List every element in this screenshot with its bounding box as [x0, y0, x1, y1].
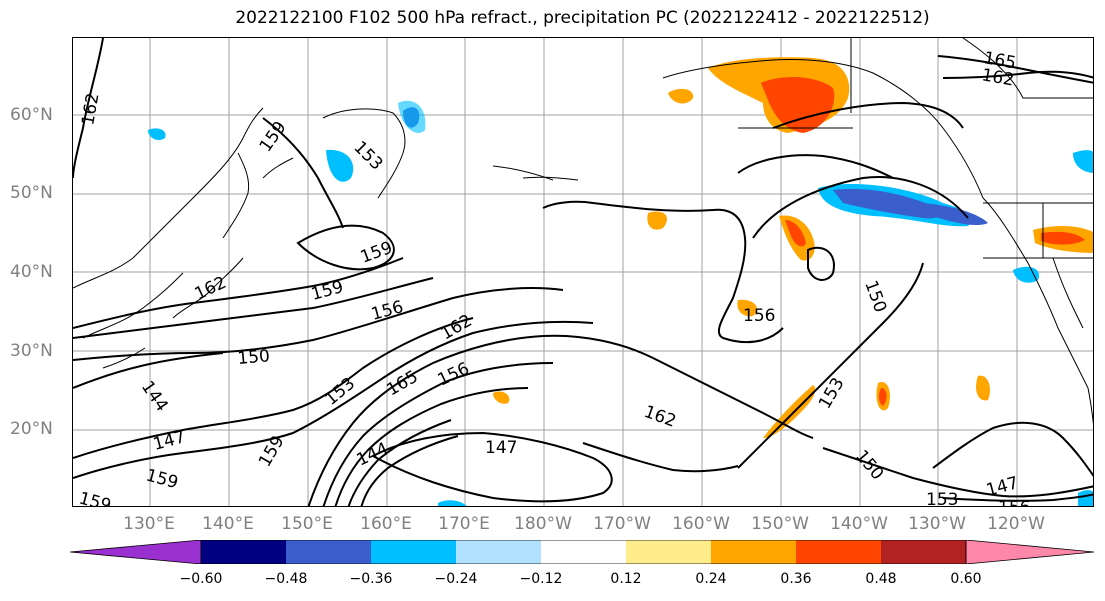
colorbar-segment	[796, 540, 881, 564]
colorbar-segment	[626, 540, 711, 564]
contour-label: 153	[321, 374, 359, 410]
lat-label-40n: 40°N	[10, 262, 53, 282]
lon-label-150w: 150°W	[751, 514, 809, 534]
lon-label-130e: 130°E	[123, 514, 175, 534]
colorbar-tick-label: −0.36	[349, 571, 393, 587]
lon-label-180w: 180°W	[514, 514, 572, 534]
colorbar-tick-label: −0.60	[179, 571, 223, 587]
contour-label: 162	[78, 91, 103, 126]
contour-label: 159	[77, 489, 114, 507]
colorbar-segment	[201, 540, 286, 564]
colorbar	[70, 540, 1095, 564]
coastlines	[73, 38, 1093, 425]
lon-label-160e: 160°E	[360, 514, 412, 534]
colorbar-segment	[541, 540, 626, 564]
colorbar-tick-label: 0.48	[865, 571, 897, 587]
map-canvas: 165 162 162 159 153 159 162 159 156 162 …	[73, 38, 1093, 507]
contour-label-group: 165 162 162 159 153 159 162 159 156 162 …	[77, 48, 1031, 507]
lat-label-20n: 20°N	[10, 419, 53, 439]
contour-label: 147	[485, 438, 517, 458]
contour-label: 156	[435, 359, 473, 391]
map-title: 2022122100 F102 500 hPa refract., precip…	[235, 8, 930, 28]
lon-label-170e: 170°E	[438, 514, 490, 534]
colorbar-tick-label: 0.24	[695, 571, 727, 587]
contour-label: 156	[743, 306, 775, 326]
contour-label: 153	[815, 374, 849, 412]
colorbar-segment	[881, 540, 966, 564]
colorbar-tick-label: 0.36	[780, 571, 812, 587]
contour-label: 150	[860, 278, 890, 315]
contour-label: 159	[309, 277, 346, 305]
lon-label-140w: 140°W	[830, 514, 888, 534]
contour-label: 162	[641, 402, 678, 432]
contour-label: 156	[369, 297, 406, 325]
colorbar-tick-label: 0.12	[610, 571, 642, 587]
lon-label-130w: 130°W	[908, 514, 966, 534]
lat-label-30n: 30°N	[10, 341, 53, 361]
colorbar-tick-label: −0.24	[434, 571, 478, 587]
lat-label-60n: 60°N	[10, 105, 53, 125]
lon-label-120w: 120°W	[987, 514, 1045, 534]
contour-label: 153	[349, 137, 386, 174]
colorbar-segment	[711, 540, 796, 564]
contour-label: 159	[144, 466, 181, 494]
colorbar-outline	[200, 540, 967, 564]
colorbar-segment	[456, 540, 541, 564]
lat-label-50n: 50°N	[10, 183, 53, 203]
colorbar-segment	[371, 540, 456, 564]
contour-label: 159	[255, 432, 289, 470]
graticule	[73, 38, 1093, 506]
lon-label-160w: 160°W	[672, 514, 730, 534]
colorbar-segment	[286, 540, 371, 564]
colorbar-extend-high	[965, 540, 1095, 564]
contour-label: 147	[151, 427, 188, 455]
colorbar-extend-low	[70, 540, 202, 564]
refractivity-contours	[73, 38, 1093, 506]
contour-label: 144	[137, 377, 172, 415]
precipitation-shading	[148, 57, 1093, 506]
lon-label-140e: 140°E	[202, 514, 254, 534]
contour-label: 156	[998, 498, 1030, 507]
contour-label: 150	[851, 446, 887, 484]
colorbar-tick-label: −0.12	[519, 571, 563, 587]
colorbar-tick-label: 0.60	[950, 571, 982, 587]
lon-label-150e: 150°E	[281, 514, 333, 534]
map-panel: 165 162 162 159 153 159 162 159 156 162 …	[72, 37, 1094, 507]
colorbar-tick-label: −0.48	[264, 571, 308, 587]
contour-label: 153	[926, 490, 958, 507]
contour-label: 162	[980, 65, 1015, 90]
lon-label-170w: 170°W	[593, 514, 651, 534]
contour-label: 150	[237, 346, 271, 369]
